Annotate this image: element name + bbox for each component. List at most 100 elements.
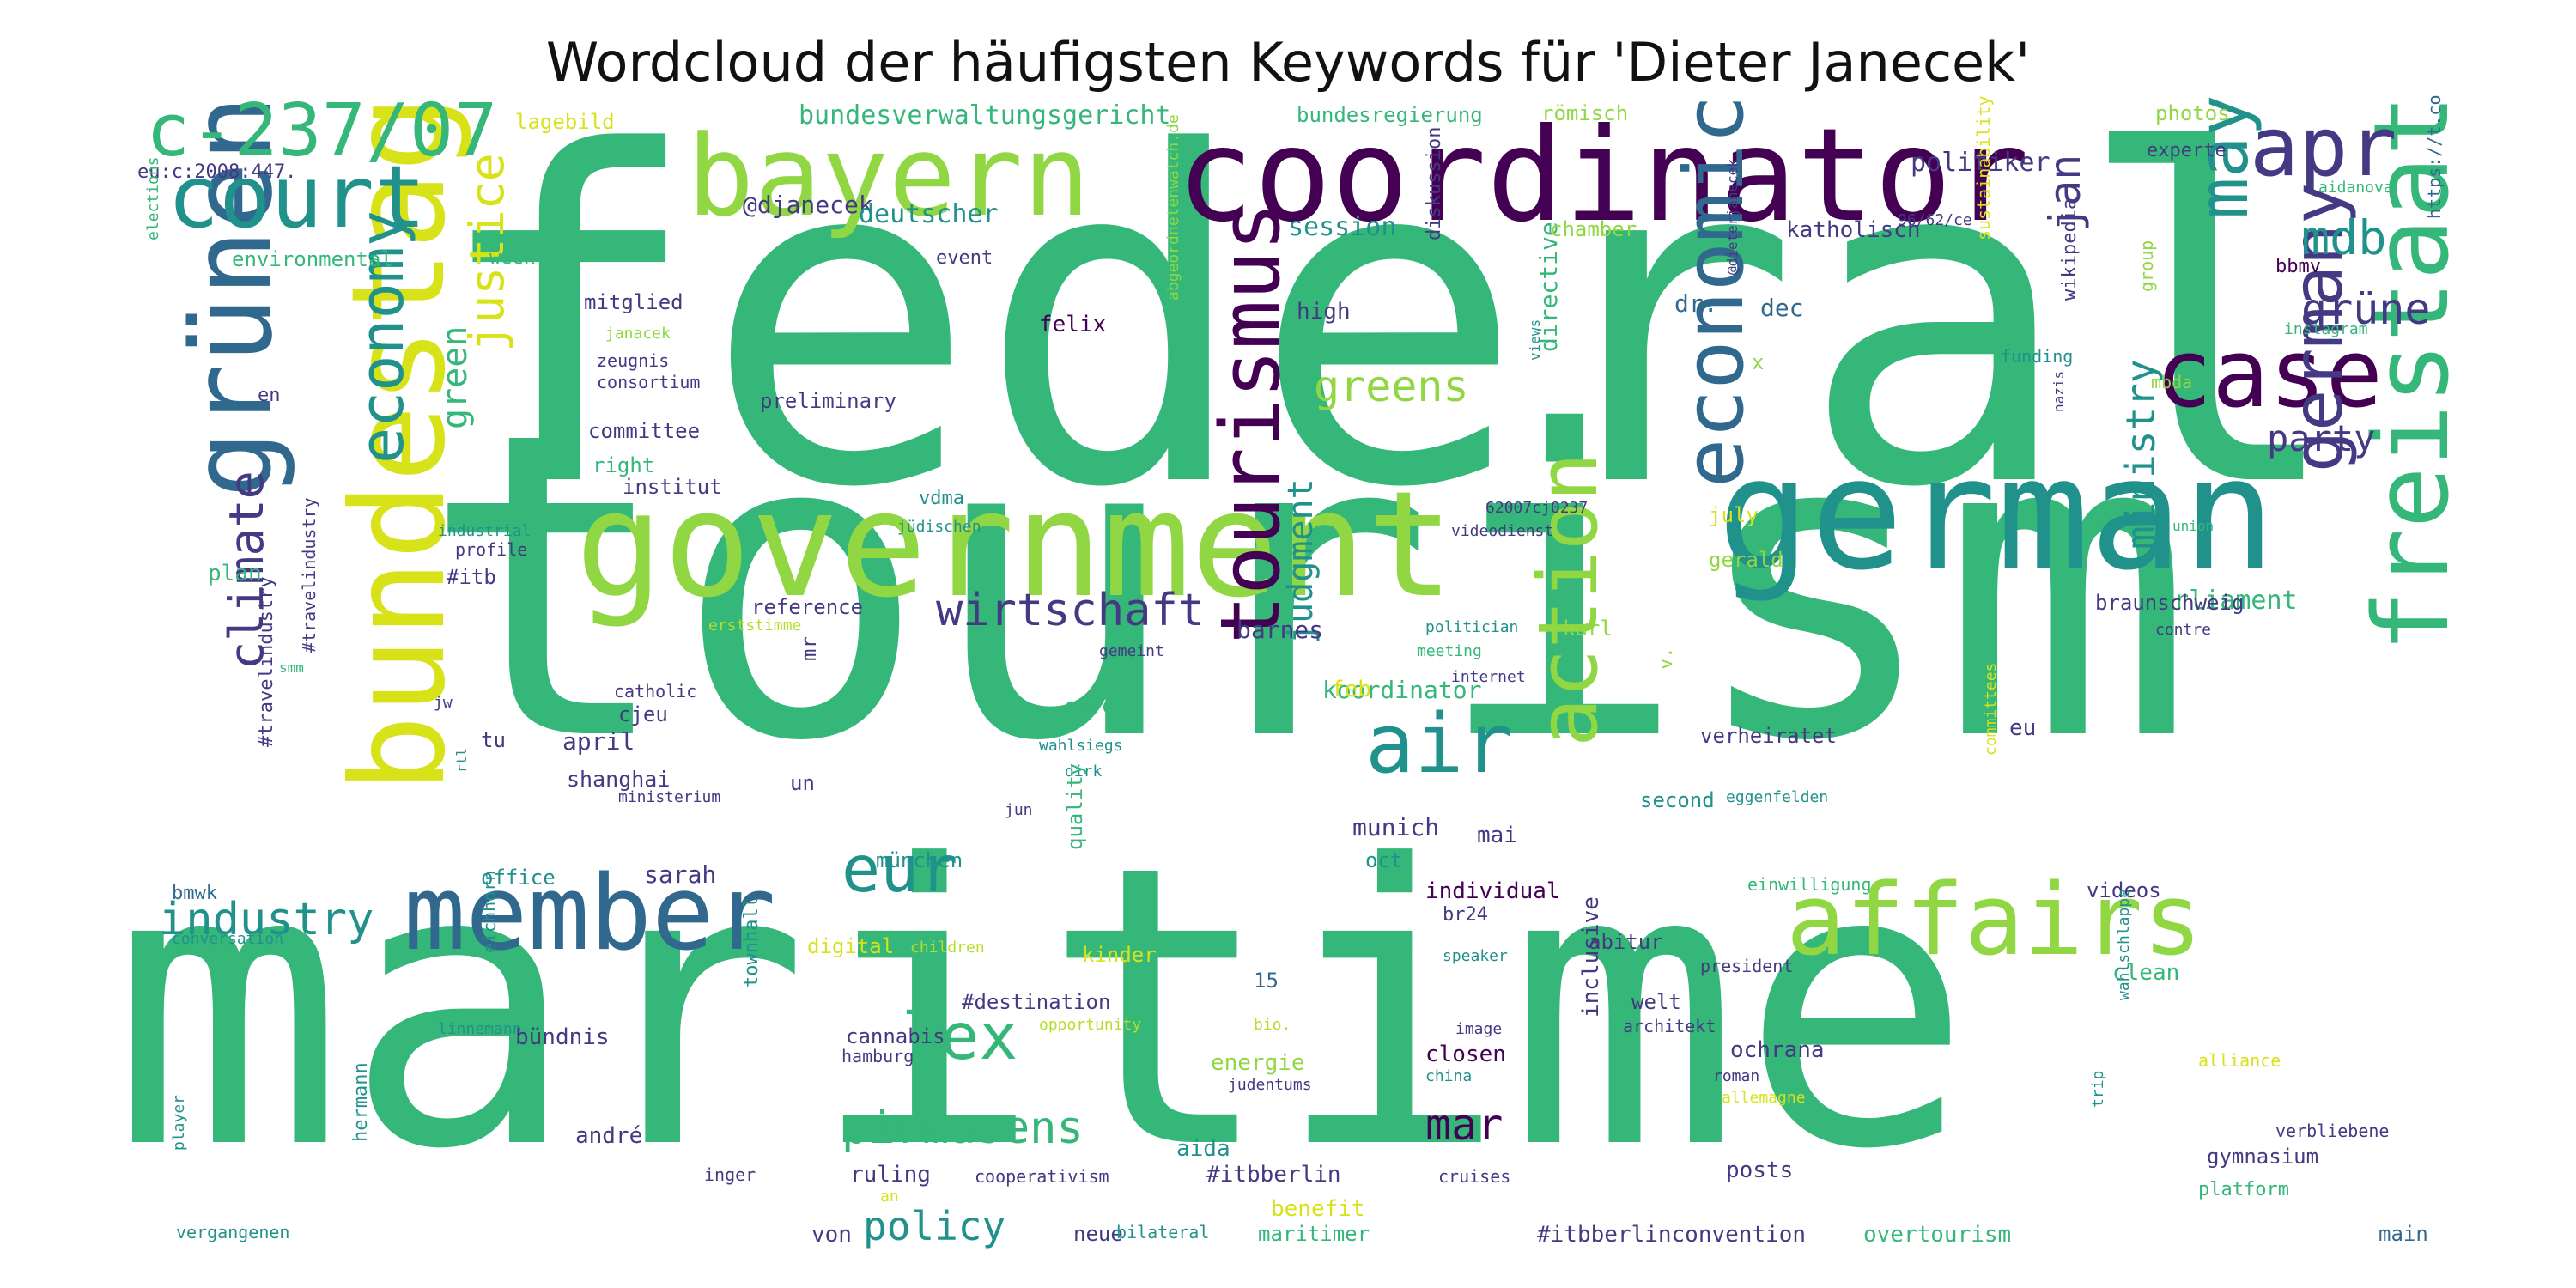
word-wahlsiegs-125: wahlsiegs bbox=[1039, 737, 1123, 755]
word-main-199: main bbox=[2379, 1222, 2428, 1246]
word-allemagne-173: allemagne bbox=[1722, 1089, 1806, 1107]
word-ruling-182: ruling bbox=[850, 1162, 931, 1188]
word-un-130: un bbox=[790, 771, 815, 795]
word-janacek-81: janacek bbox=[605, 325, 671, 343]
word-policy-29: policy bbox=[863, 1203, 1006, 1249]
word-july-104: july bbox=[1709, 503, 1759, 527]
word-cjeu-116: cjeu bbox=[618, 702, 668, 726]
word-case-14: case bbox=[2155, 319, 2383, 428]
word-bündnis-163: bündnis bbox=[515, 1024, 610, 1050]
word-dirk-126: dirk bbox=[1065, 762, 1103, 781]
word-welt-159: welt bbox=[1631, 990, 1681, 1014]
word-itb-101: #itb bbox=[447, 565, 496, 589]
word-benefit-185: benefit bbox=[1271, 1196, 1365, 1222]
word-digital-147: digital bbox=[807, 934, 895, 958]
word-djanecek-42: @djanecek bbox=[743, 191, 873, 219]
word-münchen-137: münchen bbox=[876, 848, 963, 872]
wordcloud-title: Wordcloud der häufigsten Keywords für 'D… bbox=[545, 31, 2031, 94]
word-federal-0: federal bbox=[429, 94, 2348, 586]
word-funding-78: funding bbox=[2001, 346, 2074, 367]
word-bilateral-195: bilateral bbox=[1116, 1222, 1210, 1242]
word-industrial-99: industrial bbox=[438, 522, 532, 540]
word-verbliebene-178: verbliebene bbox=[2275, 1121, 2390, 1141]
word-committee-86: committee bbox=[588, 419, 701, 443]
word-posts-180: posts bbox=[1726, 1157, 1794, 1183]
word-group-79: group bbox=[2136, 240, 2157, 292]
word-ochrana-171: ochrana bbox=[1730, 1037, 1825, 1063]
word-erststimme-107: erststimme bbox=[708, 617, 802, 635]
word-einwilligung-145: einwilligung bbox=[1747, 874, 1872, 895]
word-president-152: president bbox=[1700, 956, 1794, 976]
word-nazis-94: nazis bbox=[2050, 370, 2067, 412]
word-greens-32: greens bbox=[1314, 361, 1469, 411]
word-architekt-160: architekt bbox=[1623, 1016, 1716, 1036]
word-platform-187: platform bbox=[2198, 1179, 2289, 1200]
word-15-154: 15 bbox=[1254, 969, 1279, 993]
word-mai-52: mai bbox=[1477, 823, 1517, 848]
word-session-44: session bbox=[1288, 212, 1397, 242]
word-tourismus-19: tourismus bbox=[1204, 202, 1298, 644]
word-vergangenen-200: vergangenen bbox=[176, 1222, 290, 1242]
word-itbberlin-184: #itbberlin bbox=[1206, 1162, 1341, 1188]
word-gymnasium-179: gymnasium bbox=[2207, 1145, 2319, 1169]
word-speaker-150: speaker bbox=[1443, 947, 1508, 965]
word-elections-71: elections bbox=[144, 156, 162, 240]
word-mar-31: mar bbox=[1425, 1100, 1504, 1150]
word-quality-142: quality bbox=[1063, 762, 1087, 850]
word-member-11: member bbox=[404, 854, 776, 974]
word-contre-112: contre bbox=[2155, 621, 2212, 639]
word-62007cj0237-102: 62007cj0237 bbox=[1485, 499, 1589, 517]
word-andr-181: andré bbox=[575, 1123, 643, 1149]
word-verheiratet-127: verheiratet bbox=[1700, 724, 1837, 748]
word-itbberlinconvention-197: #itbberlinconvention bbox=[1537, 1222, 1807, 1248]
word-hermann-188: hermann bbox=[350, 1062, 372, 1142]
word-party-35: party bbox=[2267, 417, 2376, 459]
word-energie-167: energie bbox=[1211, 1050, 1305, 1076]
word-court-9: court bbox=[167, 147, 427, 247]
word-zeugnis-82: zeugnis bbox=[597, 350, 670, 371]
word-office-139: office bbox=[481, 866, 556, 890]
word-china-169: china bbox=[1425, 1067, 1473, 1085]
word-europe-124: europe bbox=[1065, 694, 1139, 718]
word-coordinator-4: coordinator bbox=[1176, 101, 2030, 251]
word-preliminary-84: preliminary bbox=[760, 389, 896, 413]
word-sarah-50: sarah bbox=[644, 860, 717, 889]
word-overtourism-198: overtourism bbox=[1863, 1222, 2012, 1248]
word-grüne-34: grüne bbox=[2301, 284, 2431, 334]
word-trip-175: trip bbox=[2089, 1070, 2107, 1108]
word-committees-128: committees bbox=[1982, 662, 2000, 756]
word-meeting-111: meeting bbox=[1417, 642, 1482, 660]
word-an-192: an bbox=[880, 1188, 899, 1206]
word-barnes-53: barnes bbox=[1236, 616, 1324, 644]
word-jw-121: jw bbox=[434, 694, 453, 712]
word-action-20: action bbox=[1522, 452, 1616, 747]
word-wirtschaft-30: wirtschaft bbox=[936, 585, 1206, 636]
word-v-120: v. bbox=[1656, 647, 1677, 671]
word-gemeint-118: gemeint bbox=[1099, 642, 1164, 660]
word-individual-143: individual bbox=[1425, 878, 1560, 904]
word-linnemann-162: linnemann bbox=[438, 1020, 522, 1038]
word-deutscher-43: deutscher bbox=[859, 199, 999, 229]
word-eu-c-2008-447-61: eu:c:2008:447. bbox=[137, 161, 297, 183]
word-maritime-2: maritime bbox=[112, 784, 1973, 1234]
word-eichhorn-161: eichhorn bbox=[479, 870, 500, 953]
word-smm-113: smm bbox=[279, 659, 304, 676]
wordcloud: federal tourism maritime government coordina… bbox=[112, 94, 2464, 1262]
word-union-96: union bbox=[2172, 518, 2215, 534]
word-closen-168: closen bbox=[1425, 1042, 1506, 1067]
word-april-48: april bbox=[562, 727, 635, 756]
word-karl-108: karl bbox=[1563, 617, 1613, 641]
word-bundesverwaltungsgericht-40: bundesverwaltungsgericht bbox=[799, 100, 1171, 131]
word-lex-23: lex bbox=[902, 999, 1018, 1074]
word-shanghai-49: shanghai bbox=[567, 767, 671, 792]
word-ministerium-131: ministerium bbox=[618, 788, 721, 806]
word-german-5: german bbox=[1717, 425, 2276, 605]
word-x-97: x bbox=[1752, 350, 1765, 374]
word-c-237-07-10: c-237/07 bbox=[146, 94, 498, 173]
word-cannabis-165: cannabis bbox=[846, 1024, 945, 1048]
word-government-3: government bbox=[575, 460, 1455, 630]
word-views-93: views bbox=[1527, 319, 1543, 361]
word-townhall-164: townhall bbox=[741, 896, 762, 987]
word-bbmv-65: bbmv bbox=[2275, 256, 2321, 277]
word-parliament-46: parliament bbox=[2142, 586, 2298, 616]
